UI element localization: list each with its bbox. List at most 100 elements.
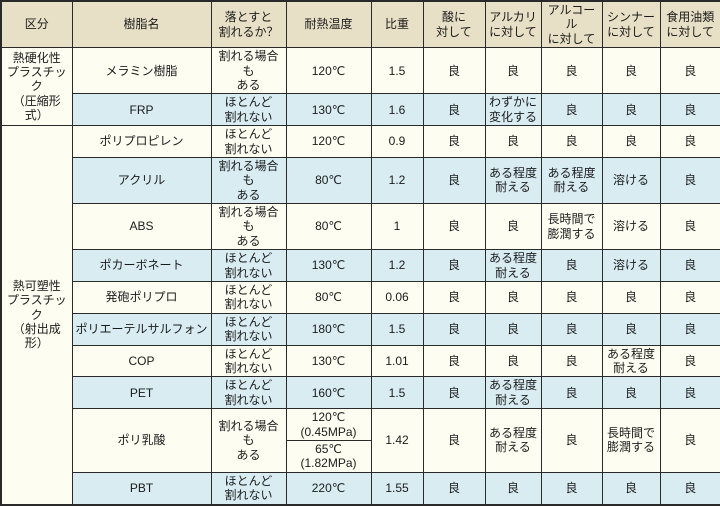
cell-resin-name: ABS [71, 203, 212, 251]
cell-break-behavior: ほとんど 割れない [210, 93, 287, 127]
cell-thinner: 良 [601, 471, 661, 506]
cell-break-behavior: ほとんど 割れない [210, 344, 287, 378]
cell-gravity: 1.01 [370, 344, 424, 378]
cell-resin-name: ポリプロピレン [71, 125, 212, 158]
cell-resin-name: ポリ乳酸 [71, 408, 212, 473]
cell-break-behavior: ほとんど 割れない [210, 249, 287, 283]
cell-acid: 良 [422, 376, 486, 410]
cell-alcohol: 良 [540, 408, 603, 473]
cell-heat-temp: 160℃ [285, 376, 372, 410]
cell-break-behavior: ほとんど 割れない [210, 471, 287, 506]
cell-break-behavior: 割れる場合も ある [210, 47, 287, 95]
cell-acid: 良 [422, 312, 486, 346]
cell-heat-temp-lower: 65℃ (1.82MPa) [285, 439, 372, 473]
cell-thinner: ある程度 耐える [601, 344, 661, 378]
col-header-thinner: シンナー に対して [601, 0, 661, 49]
cell-gravity: 0.9 [370, 125, 424, 158]
cell-heat-temp: 130℃ [285, 249, 372, 283]
col-header-alcohol: アルコール に対して [540, 0, 603, 49]
cell-acid: 良 [422, 471, 486, 506]
cell-alcohol: 良 [540, 344, 603, 378]
cell-resin-name: PBT [71, 471, 212, 506]
cell-acid: 良 [422, 281, 486, 314]
cell-gravity: 1.42 [370, 408, 424, 473]
cell-alcohol: 良 [540, 376, 603, 410]
header-row: 区分 樹脂名 落とすと 割れるか？ 耐熱温度 比重 酸に 対して アルカリ に対… [0, 0, 720, 49]
cell-oil: 良 [659, 249, 720, 283]
cell-alkali: 良 [484, 312, 542, 346]
cell-alcohol: ある程度 耐える [540, 156, 603, 205]
cell-oil: 良 [659, 408, 720, 473]
cell-heat-temp: 80℃ [285, 203, 372, 251]
cell-thinner: 良 [601, 281, 661, 314]
cell-gravity: 1.2 [370, 249, 424, 283]
cell-break-behavior: ほとんど 割れない [210, 125, 287, 158]
cell-heat-temp: 180℃ [285, 312, 372, 346]
cell-thinner: 良 [601, 93, 661, 127]
cell-oil: 良 [659, 47, 720, 95]
cell-acid: 良 [422, 93, 486, 127]
cell-acid: 良 [422, 249, 486, 283]
cell-acid: 良 [422, 203, 486, 251]
cell-thinner: 溶ける [601, 249, 661, 283]
cell-oil: 良 [659, 156, 720, 205]
group-label-thermoplastic: 熱可塑性 プラスチック （射出成形） [0, 125, 73, 505]
cell-resin-name: COP [71, 344, 212, 378]
cell-gravity: 1.2 [370, 156, 424, 205]
col-header-gravity: 比重 [370, 0, 424, 49]
cell-gravity: 1.6 [370, 93, 424, 127]
cell-heat-temp: 80℃ [285, 156, 372, 205]
col-header-category: 区分 [0, 0, 73, 49]
cell-thinner: 長時間で 膨潤する [601, 408, 661, 473]
cell-heat-temp-upper: 120℃ (0.45MPa) [285, 408, 372, 441]
cell-alkali: 良 [484, 471, 542, 506]
col-header-alkali: アルカリ に対して [484, 0, 542, 49]
cell-alcohol: 良 [540, 47, 603, 95]
table-row: 発砲ポリプロ ほとんど 割れない 80℃ 0.06 良 良 良 良 良 [1, 281, 720, 314]
cell-resin-name: アクリル [71, 156, 212, 205]
cell-gravity: 0.06 [370, 281, 424, 314]
cell-resin-name: メラミン樹脂 [71, 47, 212, 95]
table-row: ポカーボネート ほとんど 割れない 130℃ 1.2 良 ある程度 耐える 良 … [1, 249, 720, 283]
cell-break-behavior: ほとんど 割れない [210, 281, 287, 314]
cell-acid: 良 [422, 156, 486, 205]
cell-oil: 良 [659, 281, 720, 314]
cell-alkali: 良 [484, 125, 542, 158]
cell-break-behavior: 割れる場合も ある [210, 408, 287, 473]
cell-acid: 良 [422, 408, 486, 473]
cell-acid: 良 [422, 344, 486, 378]
cell-heat-temp: 80℃ [285, 281, 372, 314]
cell-resin-name: PET [71, 376, 212, 410]
cell-alcohol: 良 [540, 281, 603, 314]
table-row: PET ほとんど 割れない 160℃ 1.5 良 ある程度 耐える 良 良 良 [1, 376, 720, 410]
cell-alcohol: 良 [540, 125, 603, 158]
cell-break-behavior: ほとんど 割れない [210, 376, 287, 410]
cell-alkali: 良 [484, 47, 542, 95]
cell-oil: 良 [659, 471, 720, 506]
cell-alkali: ある程度 耐える [484, 249, 542, 283]
cell-gravity: 1.5 [370, 312, 424, 346]
cell-gravity: 1.5 [370, 47, 424, 95]
cell-resin-name: ポリエーテルサルフォン [71, 312, 212, 346]
cell-alkali: ある程度 耐える [484, 156, 542, 205]
cell-thinner: 良 [601, 125, 661, 158]
table-row: FRP ほとんど 割れない 130℃ 1.6 良 わずかに 変化する 良 良 良 [1, 93, 720, 127]
cell-gravity: 1.5 [370, 376, 424, 410]
col-header-acid: 酸に 対して [422, 0, 486, 49]
cell-heat-temp: 130℃ [285, 93, 372, 127]
cell-oil: 良 [659, 93, 720, 127]
cell-alcohol: 良 [540, 93, 603, 127]
col-header-heat-temp: 耐熱温度 [285, 0, 372, 49]
cell-heat-temp: 130℃ [285, 344, 372, 378]
cell-break-behavior: ほとんど 割れない [210, 312, 287, 346]
group-label-thermosetting: 熱硬化性 プラスチック （圧縮形式） [0, 47, 73, 127]
cell-gravity: 1 [370, 203, 424, 251]
table-row: ポリ乳酸 割れる場合も ある 120℃ (0.45MPa) 1.42 良 ある程… [1, 408, 720, 473]
cell-oil: 良 [659, 344, 720, 378]
cell-alcohol: 良 [540, 471, 603, 506]
table-row: COP ほとんど 割れない 130℃ 1.01 良 良 良 ある程度 耐える 良 [1, 344, 720, 378]
cell-thinner: 溶ける [601, 156, 661, 205]
cell-acid: 良 [422, 47, 486, 95]
cell-heat-temp: 120℃ [285, 47, 372, 95]
